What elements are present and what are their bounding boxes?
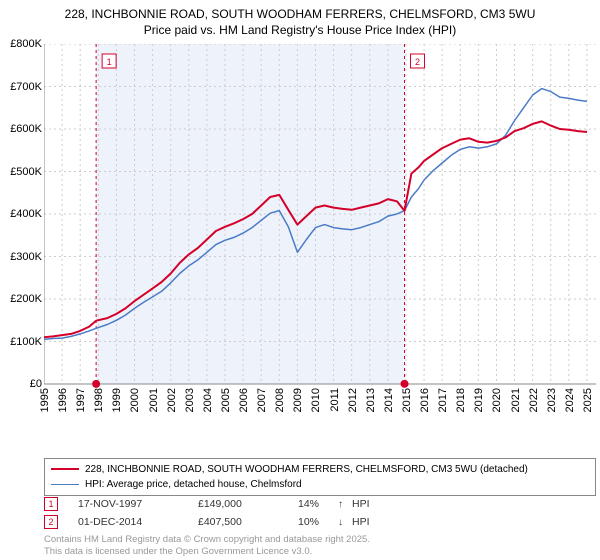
y-tick-label: £500K xyxy=(0,166,42,178)
annotation-marker-2: 2 xyxy=(44,515,58,529)
title-block: 228, INCHBONNIE ROAD, SOUTH WOODHAM FERR… xyxy=(0,0,600,38)
title-line-1: 228, INCHBONNIE ROAD, SOUTH WOODHAM FERR… xyxy=(0,6,600,22)
annotation-pct-2: 10% xyxy=(298,516,338,528)
annotation-price-2: £407,500 xyxy=(198,516,298,528)
legend-label-property: 228, INCHBONNIE ROAD, SOUTH WOODHAM FERR… xyxy=(85,464,528,475)
chart-svg: 12 xyxy=(44,44,596,424)
y-tick-label: £100K xyxy=(0,336,42,348)
annotation-pct-1: 14% xyxy=(298,498,338,510)
annotation-price-1: £149,000 xyxy=(198,498,298,510)
annotation-row-2: 2 01-DEC-2014 £407,500 10% ↓ HPI xyxy=(44,513,370,531)
title-line-2: Price paid vs. HM Land Registry's House … xyxy=(0,22,600,38)
annotation-arrow-1: ↑ xyxy=(338,499,352,510)
legend-item-hpi: HPI: Average price, detached house, Chel… xyxy=(51,477,589,492)
annotation-row-1: 1 17-NOV-1997 £149,000 14% ↑ HPI xyxy=(44,495,370,513)
legend: 228, INCHBONNIE ROAD, SOUTH WOODHAM FERR… xyxy=(44,458,596,496)
svg-text:2: 2 xyxy=(415,57,420,67)
y-tick-label: £600K xyxy=(0,123,42,135)
svg-text:1: 1 xyxy=(107,57,112,67)
legend-swatch-property xyxy=(51,468,79,470)
legend-label-hpi: HPI: Average price, detached house, Chel… xyxy=(85,479,302,490)
legend-swatch-hpi xyxy=(51,484,79,485)
annotation-suffix-2: HPI xyxy=(352,516,370,528)
attribution-line-2: This data is licensed under the Open Gov… xyxy=(44,546,370,558)
chart-container: 228, INCHBONNIE ROAD, SOUTH WOODHAM FERR… xyxy=(0,0,600,560)
y-tick-label: £400K xyxy=(0,208,42,220)
y-tick-label: £0 xyxy=(0,378,42,390)
legend-item-property: 228, INCHBONNIE ROAD, SOUTH WOODHAM FERR… xyxy=(51,462,589,477)
y-tick-label: £200K xyxy=(0,293,42,305)
annotation-arrow-2: ↓ xyxy=(338,517,352,528)
attribution-line-1: Contains HM Land Registry data © Crown c… xyxy=(44,534,370,546)
y-tick-label: £300K xyxy=(0,251,42,263)
annotation-marker-1: 1 xyxy=(44,497,58,511)
y-tick-label: £700K xyxy=(0,81,42,93)
annotation-table: 1 17-NOV-1997 £149,000 14% ↑ HPI 2 01-DE… xyxy=(44,495,370,531)
annotation-suffix-1: HPI xyxy=(352,498,370,510)
y-tick-label: £800K xyxy=(0,38,42,50)
annotation-date-1: 17-NOV-1997 xyxy=(78,498,198,510)
attribution: Contains HM Land Registry data © Crown c… xyxy=(44,534,370,558)
annotation-date-2: 01-DEC-2014 xyxy=(78,516,198,528)
plot-area: 12 xyxy=(44,44,596,424)
